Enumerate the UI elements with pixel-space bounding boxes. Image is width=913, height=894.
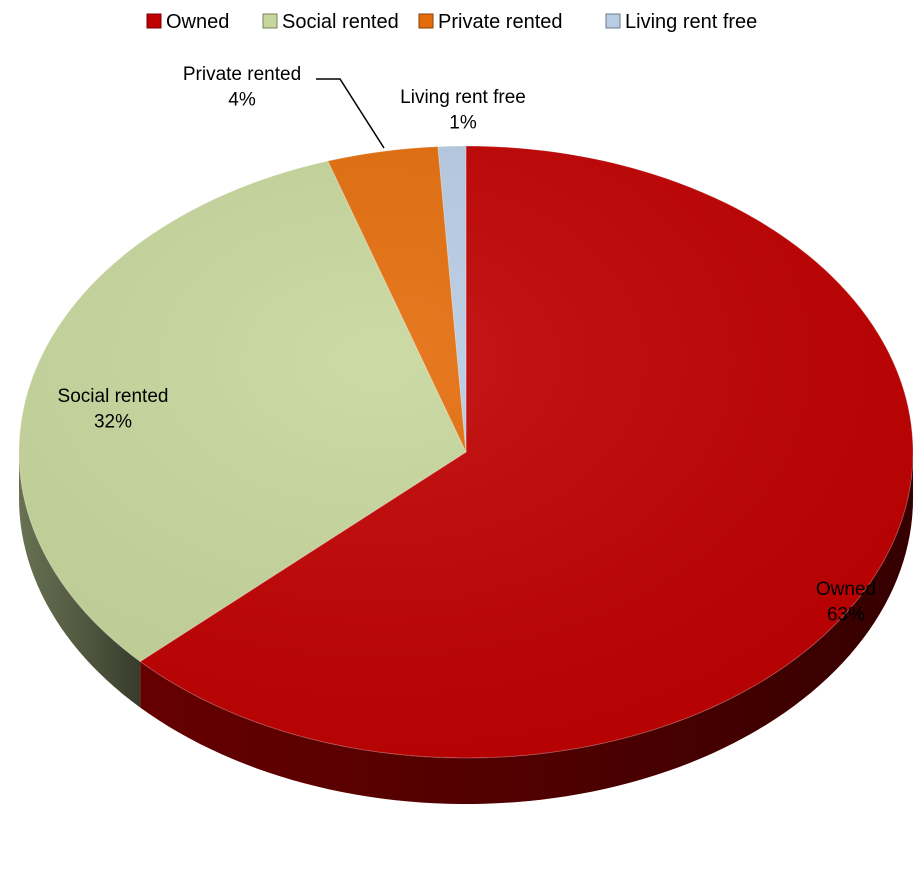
leader-lines [316,78,385,149]
legend-swatch-owned [146,13,162,29]
legend-item-living-rent-free: Living rent free [605,11,757,33]
data-labels: Owned 63% Social rented 32% Private rented 4%… [58,64,877,626]
legend-item-private-rented: Private rented [418,11,563,33]
chart-legend: Owned Social rented Private rented Living r… [146,11,757,33]
legend-label-owned: Owned [166,11,229,33]
legend-item-owned: Owned [146,11,229,33]
data-label-owned: Owned 63% [816,579,876,626]
data-label-social-rented: Social rented 32% [58,386,169,433]
legend-swatch-living-rent-free [605,13,621,29]
leader-line-private-rented [316,78,385,149]
legend-swatch-social-rented [262,13,278,29]
legend-label-private-rented: Private rented [438,11,563,33]
legend-label-social-rented: Social rented [282,11,399,33]
legend-swatch-private-rented [418,13,434,29]
data-label-private-rented: Private rented 4% [183,64,301,111]
pie-top-faces [18,145,913,759]
legend-item-social-rented: Social rented [262,11,399,33]
legend-label-living-rent-free: Living rent free [625,11,757,33]
data-label-living-rent-free: Living rent free 1% [400,87,526,134]
